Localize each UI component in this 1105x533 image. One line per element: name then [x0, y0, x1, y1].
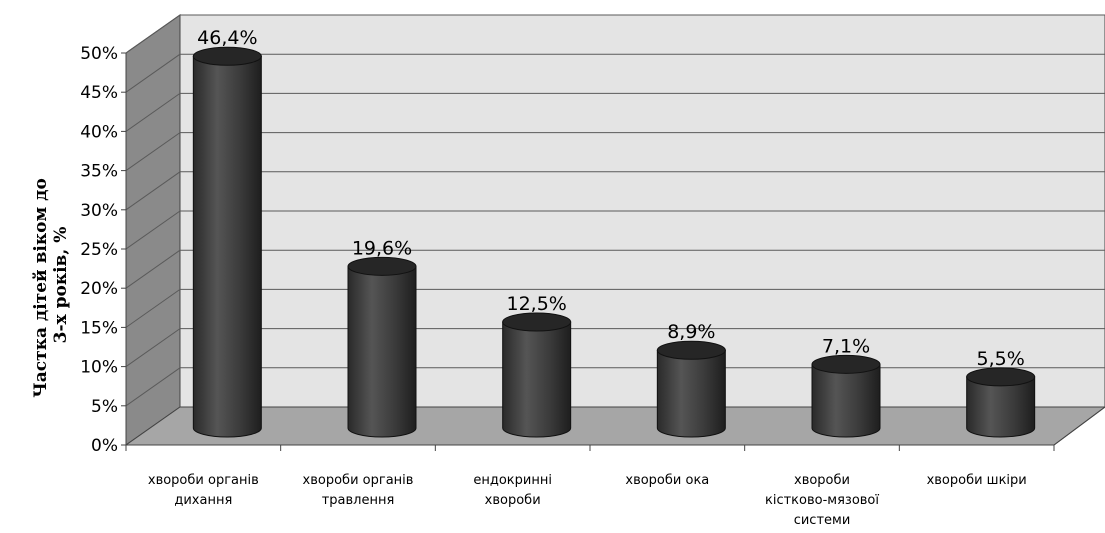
gridline-diagonal [125, 14, 181, 54]
gridline-diagonal [125, 171, 181, 211]
gridline-diagonal [125, 249, 181, 289]
gridline-diagonal [125, 367, 181, 407]
bar-body [966, 376, 1036, 438]
x-category-label-line: хвороби [485, 493, 541, 508]
x-category-label: хвороби шкіри [927, 473, 1027, 488]
data-label: 46,4% [197, 27, 257, 49]
bar-top [192, 46, 262, 66]
plot-walls [124, 14, 1105, 446]
y-axis-label-line-1: Частка дітей віком до [31, 178, 51, 398]
bar-top [502, 312, 572, 332]
x-category-label-line: хвороби [794, 473, 850, 488]
x-category-label-line: ендокринні [473, 473, 552, 488]
x-category-label: ендокринні хвороби [473, 473, 552, 508]
x-category-label: хвороби органів травлення [303, 473, 414, 508]
gridline-diagonal [125, 210, 181, 250]
bar [966, 367, 1036, 438]
axes [121, 52, 1105, 451]
bar [502, 312, 572, 438]
y-axis-label-line-2: 3-х років, % [51, 227, 71, 344]
x-category-label-line: хвороби шкіри [927, 473, 1027, 488]
bar [656, 340, 726, 438]
bar-body [192, 55, 262, 438]
bar [811, 354, 881, 438]
data-label: 5,5% [977, 348, 1025, 370]
bars [192, 46, 1036, 438]
y-tick-label: 50% [80, 44, 118, 64]
x-category-label-line: системи [794, 513, 851, 528]
y-tick-label: 25% [80, 240, 118, 260]
bar-top [966, 367, 1036, 387]
y-tick-label: 5% [91, 397, 118, 417]
floor [124, 406, 1105, 446]
x-category-label: хвороби органів дихання [148, 473, 259, 508]
y-tick-label: 35% [80, 162, 118, 182]
bar-body [811, 363, 881, 438]
gridline-diagonal [125, 132, 181, 172]
bar-body [347, 265, 417, 438]
y-tick-label: 30% [80, 201, 118, 221]
gridline-diagonal [125, 288, 181, 328]
gridlines [125, 14, 1105, 407]
bar-top [347, 256, 417, 276]
floor-edge [1053, 406, 1105, 446]
gridline-diagonal [125, 92, 181, 132]
data-label: 12,5% [506, 293, 566, 315]
x-category-label-line: кістково-мязової [765, 493, 879, 508]
gridline-diagonal [125, 328, 181, 368]
data-label: 19,6% [352, 237, 412, 259]
data-label: 7,1% [822, 335, 870, 357]
y-tick-label: 15% [80, 318, 118, 338]
y-tick-label: 45% [80, 83, 118, 103]
y-axis-label: Частка дітей віком до 3-х років, % [31, 172, 71, 397]
bar [347, 256, 417, 438]
y-tick-label: 10% [80, 358, 118, 378]
bar-top [811, 354, 881, 374]
x-category-label-line: травлення [322, 493, 395, 508]
y-tick-labels: 0% 5% 10% 15% 20% 25% 30% 35% 40% 45% 50% [80, 44, 118, 456]
x-category-label-line: хвороби органів [303, 473, 414, 488]
y-tick-label: 40% [80, 122, 118, 142]
x-category-labels: хвороби органів дихання хвороби органів тра… [148, 473, 1027, 528]
bar-top [656, 340, 726, 360]
bar-body [656, 349, 726, 438]
x-category-label-line: хвороби органів [148, 473, 259, 488]
x-category-label: хвороби ока [625, 473, 709, 488]
data-labels: 46,4% 19,6% 12,5% 8,9% 7,1% 5,5% [197, 27, 1025, 370]
x-category-label-line: хвороби ока [625, 473, 709, 488]
x-category-label: хвороби кістково-мязової системи [765, 473, 879, 528]
bar-body [502, 321, 572, 438]
y-tick-label: 20% [80, 279, 118, 299]
gridline-diagonal [125, 53, 181, 93]
data-label: 8,9% [667, 321, 715, 343]
y-tick-label: 0% [91, 436, 118, 456]
x-category-label-line: дихання [174, 493, 232, 508]
bar [192, 46, 262, 438]
